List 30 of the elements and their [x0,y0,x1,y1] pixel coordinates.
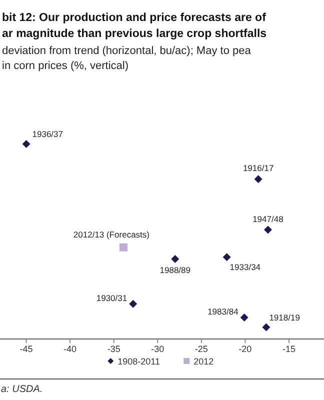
annotation: 1916/17 [242,163,274,174]
legend-label: 2012 [194,356,214,366]
annotation: 1930/31 [96,292,128,303]
point [222,253,231,262]
x-tick-label: -20 [238,344,252,354]
point [264,226,272,234]
annotation: 1936/37 [32,129,64,139]
point [262,323,270,332]
point [171,255,180,264]
x-tick-label: -30 [151,344,164,354]
annotation: 1947/48 [252,214,284,224]
annotation: 2012/13 (Forecasts) [73,229,150,240]
x-tick-label: -40 [64,344,77,354]
point [240,314,248,322]
x-tick-label: -35 [107,344,120,354]
chart-subtitle: deviation from trend (horizontal, bu/ac); May to pea in corn prices (%, vertical) [2,45,252,72]
point [129,300,138,308]
point [22,140,30,148]
text: a: USDA. [1,384,43,395]
x-tick-label: -45 [20,344,33,354]
annotation: 1918/19 [269,312,300,322]
point [119,243,128,252]
annotation: 1988/89 [160,265,191,276]
x-tick-label: -15 [282,344,296,354]
x-tick-label: -25 [194,344,208,354]
annotation: 1983/84 [208,306,239,317]
annotation: 1933/34 [230,262,261,272]
legend-label: 1908-2011 [118,356,160,366]
point [254,175,262,184]
chart-title: bit 12: Our production and price forecasts are of ar magnitude than previous large crop shortfalls [2,12,267,40]
